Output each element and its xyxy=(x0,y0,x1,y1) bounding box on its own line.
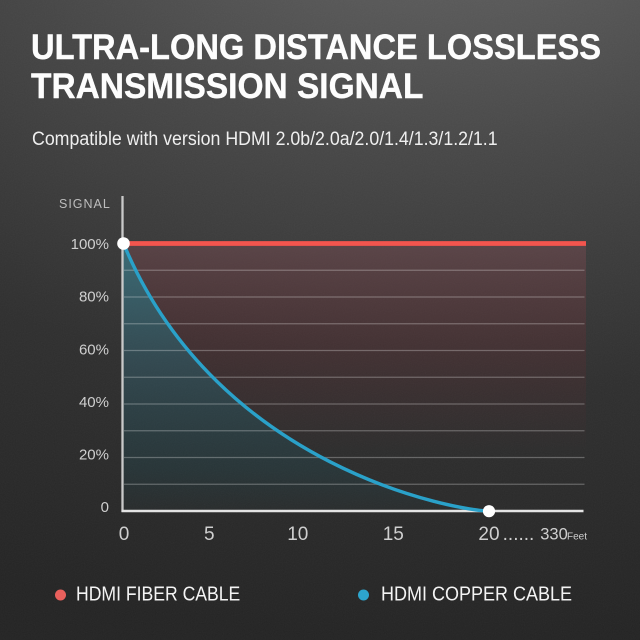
svg-text:0: 0 xyxy=(119,524,130,545)
svg-text:5: 5 xyxy=(204,524,215,545)
svg-text:10: 10 xyxy=(287,524,308,545)
svg-text:40%: 40% xyxy=(79,394,109,411)
svg-text:SIGNAL: SIGNAL xyxy=(59,197,111,211)
svg-text:80%: 80% xyxy=(79,289,109,306)
svg-text:20: 20 xyxy=(478,524,499,545)
svg-text:60%: 60% xyxy=(79,341,109,358)
svg-text:0: 0 xyxy=(101,499,109,516)
svg-text:330: 330 xyxy=(540,526,568,544)
svg-text:......: ...... xyxy=(503,524,535,545)
svg-text:Feet: Feet xyxy=(567,532,587,543)
svg-text:100%: 100% xyxy=(71,236,109,253)
svg-text:15: 15 xyxy=(383,524,404,545)
svg-text:20%: 20% xyxy=(79,447,109,464)
